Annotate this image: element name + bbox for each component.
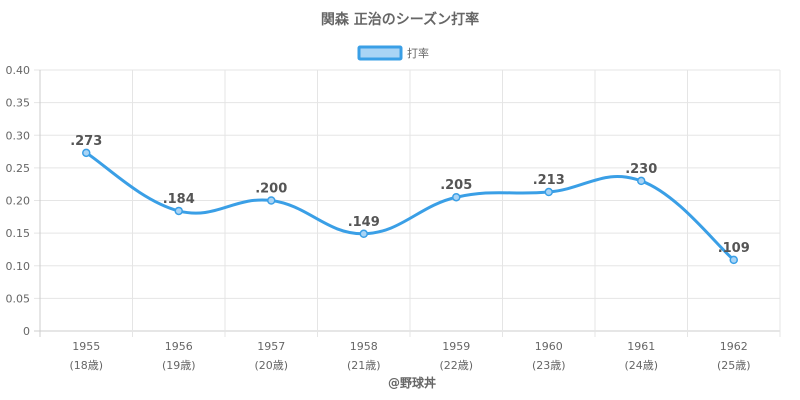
y-tick-label: 0.35 — [6, 97, 31, 110]
data-label: .273 — [70, 134, 102, 149]
x-tick-label: 1955 — [72, 340, 100, 353]
x-tick-label: 1957 — [257, 340, 285, 353]
y-tick-label: 0.20 — [6, 195, 31, 208]
data-point[interactable] — [544, 187, 553, 197]
credit-text: @野球丼 — [388, 375, 436, 390]
y-tick-label: 0.05 — [6, 292, 31, 305]
y-tick-label: 0 — [23, 325, 30, 338]
legend-label: 打率 — [407, 46, 429, 60]
x-tick-sublabel: (24歳) — [624, 359, 658, 372]
grid — [34, 69, 781, 337]
legend-swatch — [357, 45, 403, 61]
data-label: .109 — [718, 241, 750, 256]
data-point[interactable] — [82, 148, 91, 158]
x-tick-label: 1962 — [720, 340, 748, 353]
data-label: .200 — [255, 182, 287, 197]
x-tick-sublabel: (21歳) — [347, 359, 381, 372]
y-axis-ticks: 0 0.05 0.10 0.15 0.20 0.25 0.30 0.35 0.40 — [6, 64, 31, 338]
data-point[interactable] — [452, 192, 461, 202]
x-tick-label: 1956 — [165, 340, 193, 353]
x-tick-sublabel: (20歳) — [254, 359, 288, 372]
chart-title: 関森 正治のシーズン打率 — [321, 11, 479, 28]
x-axis-ticks: 1955 (18歳) 1956 (19歳) 1957 (20歳) 1958 (21歳) 1959… — [69, 340, 750, 372]
x-tick-sublabel: (22歳) — [439, 359, 473, 372]
data-point[interactable] — [267, 196, 276, 205]
data-point[interactable] — [174, 206, 183, 216]
data-label: .230 — [625, 162, 657, 177]
y-tick-label: 0.15 — [6, 227, 31, 240]
y-tick-label: 0.40 — [6, 64, 31, 77]
legend[interactable]: 打率 — [357, 45, 429, 61]
data-labels: .273 .184 .200 .149 .205 .213 .230 .109 — [70, 134, 750, 256]
x-tick-label: 1959 — [442, 340, 470, 353]
y-tick-label: 0.10 — [6, 260, 31, 273]
x-tick-label: 1958 — [350, 340, 378, 353]
x-tick-sublabel: (19歳) — [162, 359, 196, 372]
data-point[interactable] — [637, 176, 646, 186]
y-tick-label: 0.25 — [6, 162, 31, 175]
data-label: .149 — [348, 215, 380, 230]
x-tick-label: 1961 — [627, 340, 655, 353]
x-tick-label: 1960 — [535, 340, 563, 353]
data-point[interactable] — [729, 255, 738, 265]
x-tick-sublabel: (25歳) — [717, 359, 751, 372]
data-label: .205 — [440, 178, 472, 193]
data-label: .213 — [533, 173, 565, 188]
data-point[interactable] — [359, 229, 368, 239]
x-tick-sublabel: (23歳) — [532, 359, 566, 372]
x-tick-sublabel: (18歳) — [69, 359, 103, 372]
data-label: .184 — [163, 192, 195, 207]
y-tick-label: 0.30 — [6, 129, 31, 142]
data-points — [82, 148, 738, 265]
